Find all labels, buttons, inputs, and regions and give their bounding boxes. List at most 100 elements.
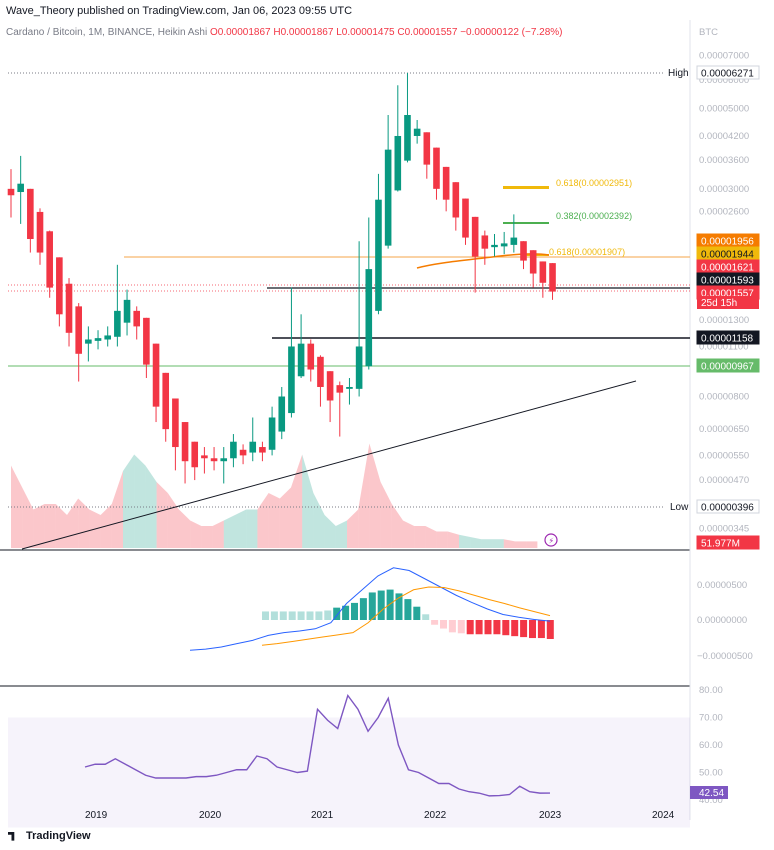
tradingview-logo[interactable]: TradingView [8,830,91,842]
macd-histogram-bar [440,620,447,629]
macd-histogram-bar [333,607,341,620]
macd-histogram-bar [386,589,394,620]
rsi-axis-label: 50.00 [699,768,723,779]
lightning-icon [544,533,558,547]
currency-label: BTC [699,27,718,38]
candle-body [104,335,111,340]
rsi-axis-label: 40.00 [699,795,723,806]
macd-histogram-bar [466,620,474,635]
candle-body [94,338,102,341]
macd-histogram-bar [324,610,332,620]
candle-body [481,235,489,249]
countdown-label: 25d 15h [701,298,737,309]
candle-body [181,422,189,462]
candle-body [201,455,208,459]
macd-histogram-bar [351,602,358,620]
fib-618-top-band [503,186,549,189]
volume-area [515,541,527,548]
volume-area [459,534,471,548]
support-1158-tag: 0.00001158 [701,334,754,345]
macd-histogram-bar [520,620,528,638]
volume-area [369,443,381,548]
macd-histogram-bar [484,620,492,635]
volume-area [447,531,459,548]
candle-body [249,441,257,453]
candle-body [442,166,450,200]
macd-histogram-bar [475,620,483,635]
candle-body [413,128,421,136]
candle-body [404,115,411,161]
rsi-line [84,693,551,797]
price-axis-label: 0.00000550 [699,450,749,461]
price-axis-label: 0.00001300 [699,315,749,326]
volume-area [134,454,146,548]
candle-body [7,188,15,196]
macd-axis-label: 0.00000500 [697,580,747,591]
volume-area [503,539,515,548]
volume-area [179,509,191,548]
brand-label: TradingView [26,830,91,842]
volume-area [190,520,202,548]
macd-histogram-bar [342,605,350,620]
candle-body [56,257,63,315]
price-tag-1621: 0.00001621 [701,263,754,274]
volume-area [302,454,314,548]
support-1158-tag-bg [696,330,760,345]
volume-area [11,465,23,548]
volume-area [313,493,325,548]
rsi-axis-label: 60.00 [699,740,723,751]
candle-body [133,310,141,327]
volume-area [167,493,179,548]
volume-area [425,526,437,548]
candle-body [230,441,237,459]
volume-area [526,541,538,548]
volume-area [470,537,482,548]
volume-area [391,504,403,548]
time-axis-label: 2023 [539,810,562,821]
volume-area [257,493,269,548]
macd-histogram-bar [262,611,269,620]
volume-tag: 51.977M [701,539,740,550]
macd-histogram-bar [368,592,376,620]
macd-histogram-bar [422,614,430,620]
trendline [21,380,637,550]
candle-body [346,386,353,389]
macd-histogram-bar [404,599,412,620]
candle-body [259,447,266,453]
candle-body [520,241,527,261]
candle-body [491,244,498,248]
symbol-name: Cardano / Bitcoin, 1M, BINANCE, Heikin A… [6,27,208,38]
candle-body [210,458,218,462]
volume-area [246,509,258,548]
macd-histogram-bar [297,611,305,620]
macd-histogram-bar [511,620,519,637]
support-967-tag-bg [696,358,760,373]
candle-body [433,147,440,189]
volume-area [492,539,504,548]
macd-histogram-bar [493,620,501,635]
price-tag-1557: 0.00001557 [701,289,754,300]
candle-body [510,237,518,245]
candle-body [452,182,460,218]
candle-body [539,261,547,283]
macd-histogram-bar [359,598,367,620]
candle-body [529,250,537,274]
candle-body [317,356,324,387]
symbol-legend: Cardano / Bitcoin, 1M, BINANCE, Heikin A… [6,27,563,38]
countdown-bg [697,296,759,309]
candle-body [288,346,295,414]
macd-histogram-bar [306,611,314,620]
candle-body [326,371,334,401]
lightning-glyph: ⚡ [549,537,555,546]
rsi-axis-label: 70.00 [699,713,723,724]
macd-histogram-bar [279,611,287,620]
macd-line [189,567,551,651]
tradingview-icon [8,831,15,841]
macd-histogram-bar [537,620,545,639]
support-967-tag: 0.00000967 [701,362,754,373]
macd-histogram-bar [315,611,323,620]
candle-body [46,231,53,288]
price-axis-label: 0.00000345 [699,524,749,535]
candle-body [36,211,44,253]
